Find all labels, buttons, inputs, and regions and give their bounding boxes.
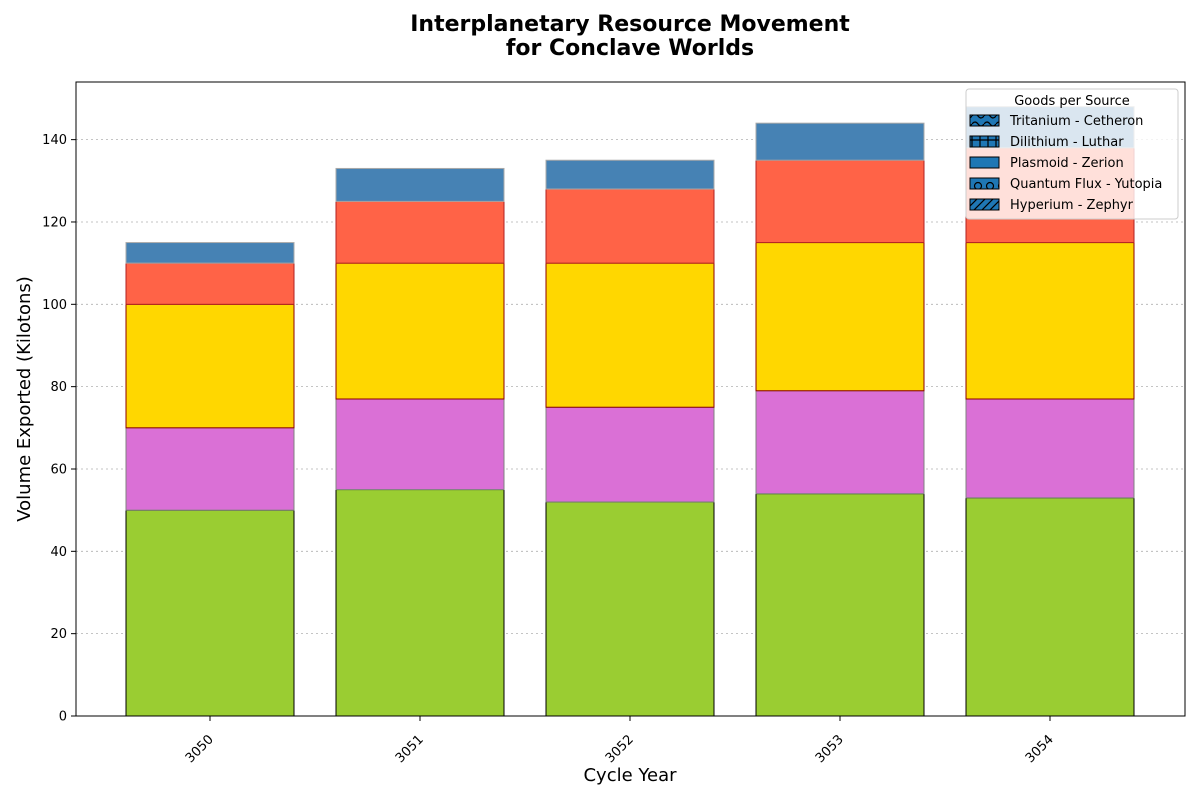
legend-swatch-hatch: [970, 136, 999, 147]
bar-segment: [755, 242, 925, 392]
bar-segment: [125, 262, 295, 305]
bar-segment: [755, 390, 925, 495]
y-tick-label: 120: [42, 215, 67, 230]
bar-segment: [545, 262, 715, 408]
y-tick-label: 140: [42, 133, 67, 148]
bar-segment: [965, 398, 1135, 499]
y-tick-label: 60: [50, 462, 67, 477]
legend-swatch: [969, 156, 1000, 169]
bar-segment: [125, 509, 295, 717]
legend-box: [965, 88, 1179, 220]
legend-entry-label: Dilithium - Luthar: [1010, 135, 1124, 150]
bar-segment: [335, 167, 505, 202]
legend-swatch-hatch: [970, 199, 999, 210]
bar-segment: [335, 398, 505, 491]
bar-segment: [755, 159, 925, 244]
bar-segment: [125, 427, 295, 511]
legend-entry-label: Hyperium - Zephyr: [1010, 198, 1134, 213]
legend-items: Tritanium - Cetheron Dilithium - Luthar Pl…: [969, 114, 1162, 213]
y-tick-label: 0: [59, 710, 67, 725]
legend-entry-label: Quantum Flux - Yutopia: [1010, 177, 1162, 192]
bar-segment: [545, 406, 715, 503]
legend-entry-label: Plasmoid - Zerion: [1010, 156, 1124, 171]
chart-title-line-2: for Conclave Worlds: [506, 36, 754, 61]
bar-segment: [335, 489, 505, 717]
bar-segment: [125, 303, 295, 429]
bar-segment: [335, 262, 505, 400]
bar-segment: [125, 242, 295, 264]
legend-swatch-hatch: [970, 178, 999, 189]
y-tick-label: 100: [42, 298, 67, 313]
bar-segment: [755, 122, 925, 161]
bar-segment: [545, 188, 715, 264]
bar-segment: [965, 242, 1135, 400]
legend: Goods per Source Tritanium - Cetheron Dil…: [965, 88, 1179, 220]
bars: [125, 106, 1135, 717]
y-axis-ticks: 0 20 40 60 80 100 120 140: [42, 133, 76, 725]
chart-title-line-1: Interplanetary Resource Movement: [410, 12, 850, 37]
bar-segment: [965, 497, 1135, 717]
y-tick-label: 80: [50, 380, 67, 395]
bar-segment: [545, 159, 715, 190]
legend-entry-label: Tritanium - Cetheron: [1009, 114, 1143, 129]
y-tick-label: 20: [50, 627, 67, 642]
y-tick-label: 40: [50, 545, 67, 560]
legend-swatch-hatch: [970, 115, 999, 126]
y-axis-label: Volume Exported (Kilotons): [14, 276, 35, 522]
legend-title: Goods per Source: [1014, 94, 1130, 109]
bar-segment: [545, 501, 715, 717]
bar-segment: [755, 493, 925, 717]
bar-segment: [335, 200, 505, 264]
x-axis-label: Cycle Year: [583, 765, 677, 786]
